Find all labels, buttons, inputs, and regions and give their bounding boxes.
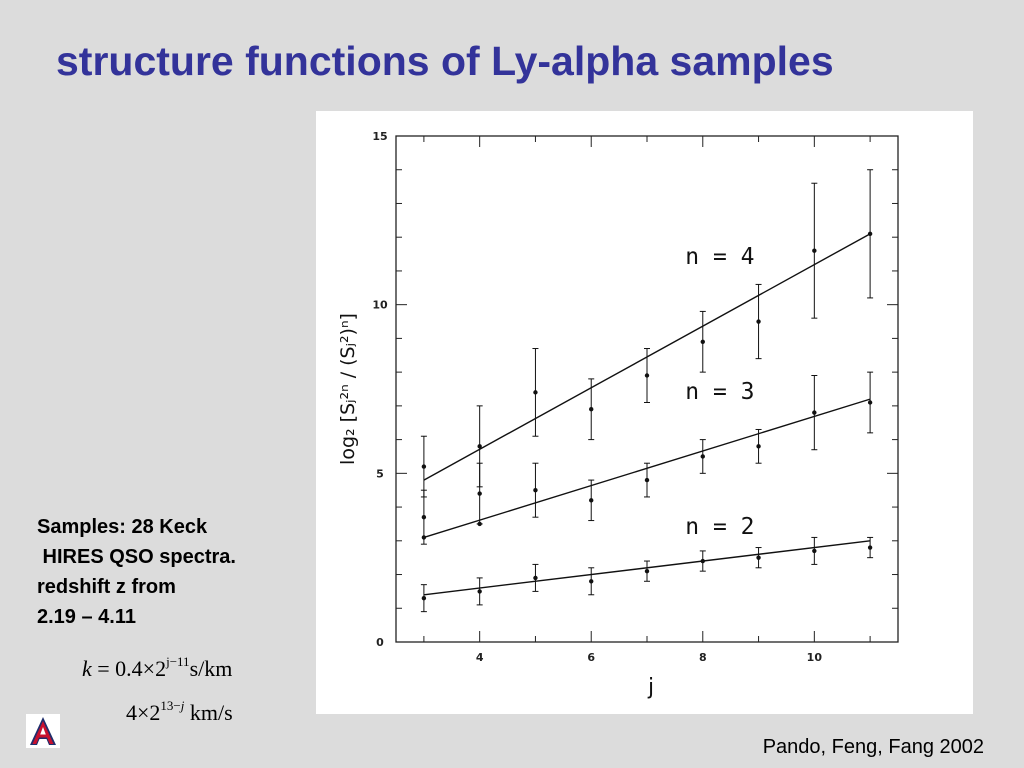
data-point [589, 498, 594, 503]
data-point [477, 521, 482, 527]
formula-exponent: 13−j [160, 698, 185, 713]
data-point [812, 548, 817, 554]
formula-body: 4×2 [126, 700, 161, 725]
data-point [533, 575, 538, 581]
structure-function-chart: 4 6 8 10 0 5 10 15 j log₂ [Sⱼ²ⁿ / (Sⱼ²)ⁿ] n = 4 n =… [337, 130, 899, 700]
data-point [477, 589, 482, 594]
data-point [644, 568, 650, 574]
formula-exponent: j−11 [166, 654, 190, 669]
notes-line: 2.19 – 4.11 [37, 606, 136, 628]
citation: Pando, Feng, Fang 2002 [762, 736, 984, 758]
data-point [421, 514, 427, 520]
data-point [589, 407, 594, 412]
data-point [421, 595, 427, 601]
data-point [756, 319, 761, 324]
data-point [700, 558, 705, 564]
x-tick-label: 4 [476, 651, 484, 664]
notes-line: redshift z from [37, 576, 176, 598]
y-tick-label: 0 [376, 636, 384, 649]
wavenumber-formula: k = 0.4×2j−11s/km [82, 654, 233, 682]
data-point [700, 339, 705, 344]
data-point [644, 477, 650, 483]
data-point [867, 231, 873, 237]
structure-function-figure: 4 6 8 10 0 5 10 15 j log₂ [Sⱼ²ⁿ / (Sⱼ²)ⁿ] n = 4 n =… [316, 111, 973, 714]
velocity-scale-formula: 4×213−j km/s [126, 698, 233, 726]
university-logo [26, 714, 60, 748]
x-axis-label: j [647, 675, 654, 700]
data-point [421, 464, 427, 469]
data-point [477, 444, 482, 449]
series-annotation: n = 3 [685, 379, 754, 405]
data-point [533, 390, 538, 395]
data-point [867, 545, 873, 550]
slide-title: structure functions of Ly-alpha samples [56, 38, 834, 84]
data-point [756, 555, 761, 560]
formula-variable: k [82, 656, 92, 681]
data-point [477, 491, 482, 496]
notes-line: Samples: 28 Keck [37, 516, 208, 538]
y-axis-label: log₂ [Sⱼ²ⁿ / (Sⱼ²)ⁿ] [337, 313, 359, 465]
series-annotation: n = 4 [685, 244, 754, 270]
formula-unit: s/km [189, 656, 233, 681]
x-tick-label: 8 [699, 651, 707, 664]
formula-unit: km/s [189, 700, 233, 725]
data-point [700, 454, 705, 459]
y-tick-label: 15 [372, 130, 387, 143]
data-point [812, 410, 817, 415]
data-point [589, 579, 594, 584]
data-point [756, 444, 761, 449]
data-point [812, 248, 817, 253]
data-point [867, 400, 873, 405]
sample-notes: Samples: 28 Keck HIRES QSO spectra. reds… [37, 512, 236, 632]
data-point [421, 535, 427, 540]
series-annotation: n = 2 [685, 514, 754, 540]
notes-line: HIRES QSO spectra. [37, 546, 236, 568]
data-point [533, 488, 538, 493]
x-tick-label: 10 [807, 651, 823, 664]
data-point [644, 373, 650, 378]
formula-body: = 0.4×2 [91, 656, 167, 681]
y-tick-label: 5 [376, 467, 384, 480]
y-tick-label: 10 [372, 299, 388, 312]
x-tick-label: 6 [587, 651, 595, 664]
